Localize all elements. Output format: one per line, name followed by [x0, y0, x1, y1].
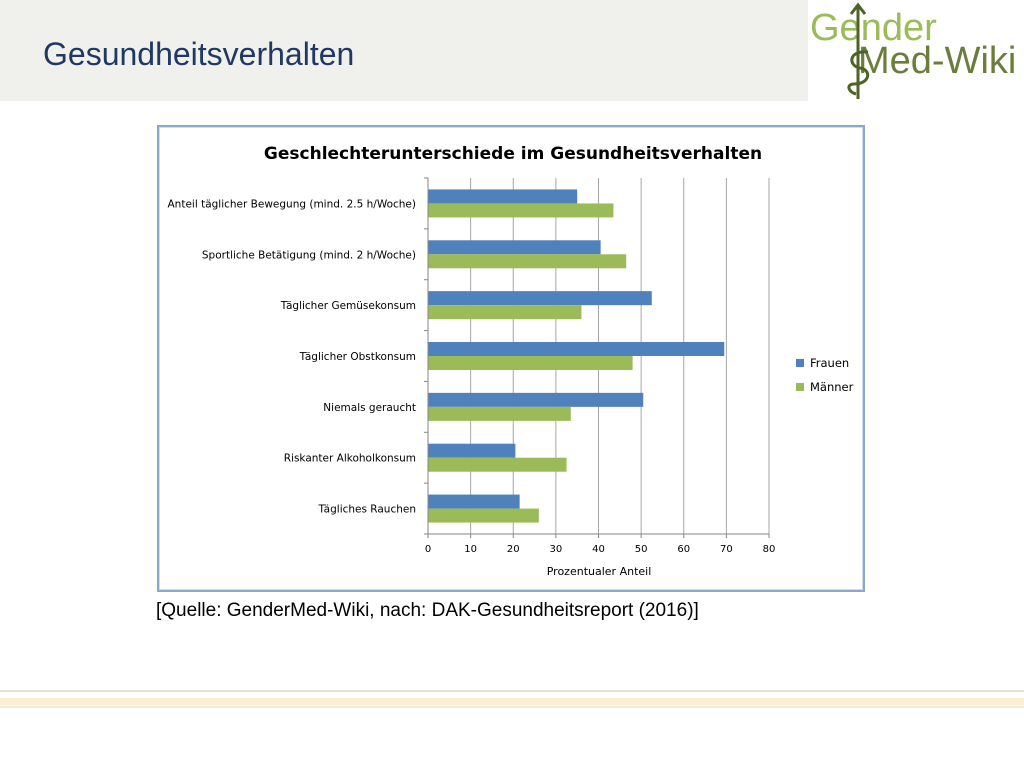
- category-label: Täglicher Gemüsekonsum: [280, 300, 416, 312]
- footer-band: [0, 698, 1024, 705]
- bar-frauen: [428, 189, 578, 204]
- category-label: Sportliche Betätigung (mind. 2 h/Woche): [202, 249, 416, 261]
- logo-text-gender: Gender: [810, 7, 937, 49]
- bar-mnner: [428, 356, 633, 370]
- x-tick-label: 30: [550, 544, 563, 555]
- bar-mnner: [428, 203, 614, 218]
- bar-frauen: [428, 443, 516, 458]
- bar-frauen: [428, 240, 601, 255]
- footer-line: [0, 690, 1024, 692]
- category-label: Tägliches Rauchen: [317, 504, 416, 516]
- chart-svg: Geschlechterunterschiede im Gesundheitsv…: [167, 144, 854, 578]
- chart-frame: Geschlechterunterschiede im Gesundheitsv…: [157, 125, 865, 592]
- bar-frauen: [428, 392, 644, 407]
- legend-label: Frauen: [810, 356, 849, 370]
- category-label: Niemals geraucht: [323, 402, 416, 414]
- axes: [424, 177, 770, 538]
- x-tick-label: 60: [677, 544, 690, 555]
- legend-swatch: [796, 383, 804, 391]
- x-tick-labels: 0 10 20 30 40 50 60 70 80: [425, 544, 776, 555]
- x-tick-label: 10: [464, 544, 477, 555]
- bar-mnner: [428, 254, 627, 269]
- bars: [428, 189, 725, 523]
- legend-label: Männer: [810, 380, 854, 394]
- x-tick-label: 20: [507, 544, 520, 555]
- legend-swatch: [796, 359, 804, 367]
- x-tick-label: 80: [763, 544, 776, 555]
- bar-frauen: [428, 342, 725, 356]
- x-tick-label: 70: [720, 544, 733, 555]
- bar-mnner: [428, 457, 567, 472]
- bar-mnner: [428, 508, 539, 523]
- header-band: [0, 0, 808, 101]
- legend: Frauen Männer: [796, 356, 854, 394]
- source-note: [Quelle: GenderMed-Wiki, nach: DAK-Gesun…: [156, 600, 699, 621]
- logo-text-medwiki: Med-Wiki: [858, 40, 1016, 82]
- bar-frauen: [428, 494, 520, 509]
- caduceus-icon: [847, 2, 870, 99]
- slide-title: Gesundheitsverhalten: [43, 36, 355, 72]
- category-label: Anteil täglicher Bewegung (mind. 2.5 h/W…: [167, 198, 416, 210]
- x-tick-label: 40: [592, 544, 605, 555]
- x-tick-label: 50: [635, 544, 648, 555]
- x-tick-label: 0: [425, 544, 431, 555]
- category-label: Riskanter Alkoholkonsum: [284, 453, 416, 465]
- x-axis-label: Prozentualer Anteil: [547, 565, 652, 578]
- bar-mnner: [428, 406, 571, 421]
- chart-title: Geschlechterunterschiede im Gesundheitsv…: [264, 144, 762, 164]
- category-label: Täglicher Obstkonsum: [299, 351, 416, 363]
- bar-frauen: [428, 291, 652, 306]
- footer-line-lower: [0, 706, 1024, 708]
- category-labels: Anteil täglicher Bewegung (mind. 2.5 h/W…: [167, 198, 416, 515]
- gendermed-wiki-logo: Gender Med-Wiki: [810, 2, 1016, 99]
- bar-mnner: [428, 305, 582, 320]
